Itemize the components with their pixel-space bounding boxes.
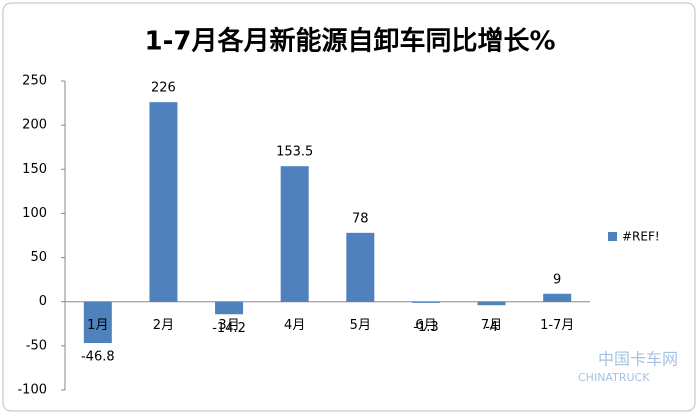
y-tick-label: 0 [39, 294, 47, 309]
bar [543, 293, 572, 302]
bar [215, 301, 244, 315]
y-tick-label: 150 [22, 162, 47, 177]
data-label: -14.2 [212, 321, 246, 336]
data-label: 9 [553, 272, 561, 287]
y-tick-label: 100 [22, 206, 47, 221]
data-label: 78 [352, 211, 369, 226]
bar [477, 301, 506, 306]
x-tick-label: 2月 [153, 318, 174, 333]
x-tick-label: 3月 [218, 318, 239, 333]
x-tick-label: 4月 [284, 318, 305, 333]
x-tick-label: 1月 [87, 318, 108, 333]
bar [83, 301, 112, 344]
data-label: -46.8 [81, 350, 115, 365]
legend-swatch [608, 232, 617, 241]
data-label: 153.5 [276, 145, 313, 160]
chart-title: 1-7月各月新能源自卸车同比增长% [144, 26, 555, 57]
x-tick-label: 5月 [350, 318, 371, 333]
y-tick-label: 50 [30, 250, 47, 265]
bar [411, 301, 440, 303]
bar [149, 102, 178, 302]
y-tick-label: -50 [26, 338, 47, 353]
x-tick-label: 1-7月 [540, 318, 574, 333]
data-label: -4 [485, 320, 498, 335]
watermark: 中国卡车网 [598, 350, 678, 369]
watermark: CHINATRUCK [578, 371, 650, 384]
bar [280, 166, 309, 302]
x-tick-label: 7月 [481, 318, 502, 333]
y-tick-label: -100 [17, 383, 47, 398]
data-label: 226 [151, 81, 176, 96]
bar [346, 232, 375, 302]
data-label: -1.3 [413, 320, 438, 335]
y-tick-label: 200 [22, 118, 47, 133]
y-tick-label: 250 [22, 74, 47, 89]
x-tick-label: 6月 [415, 318, 436, 333]
legend-label: #REF! [622, 230, 660, 244]
